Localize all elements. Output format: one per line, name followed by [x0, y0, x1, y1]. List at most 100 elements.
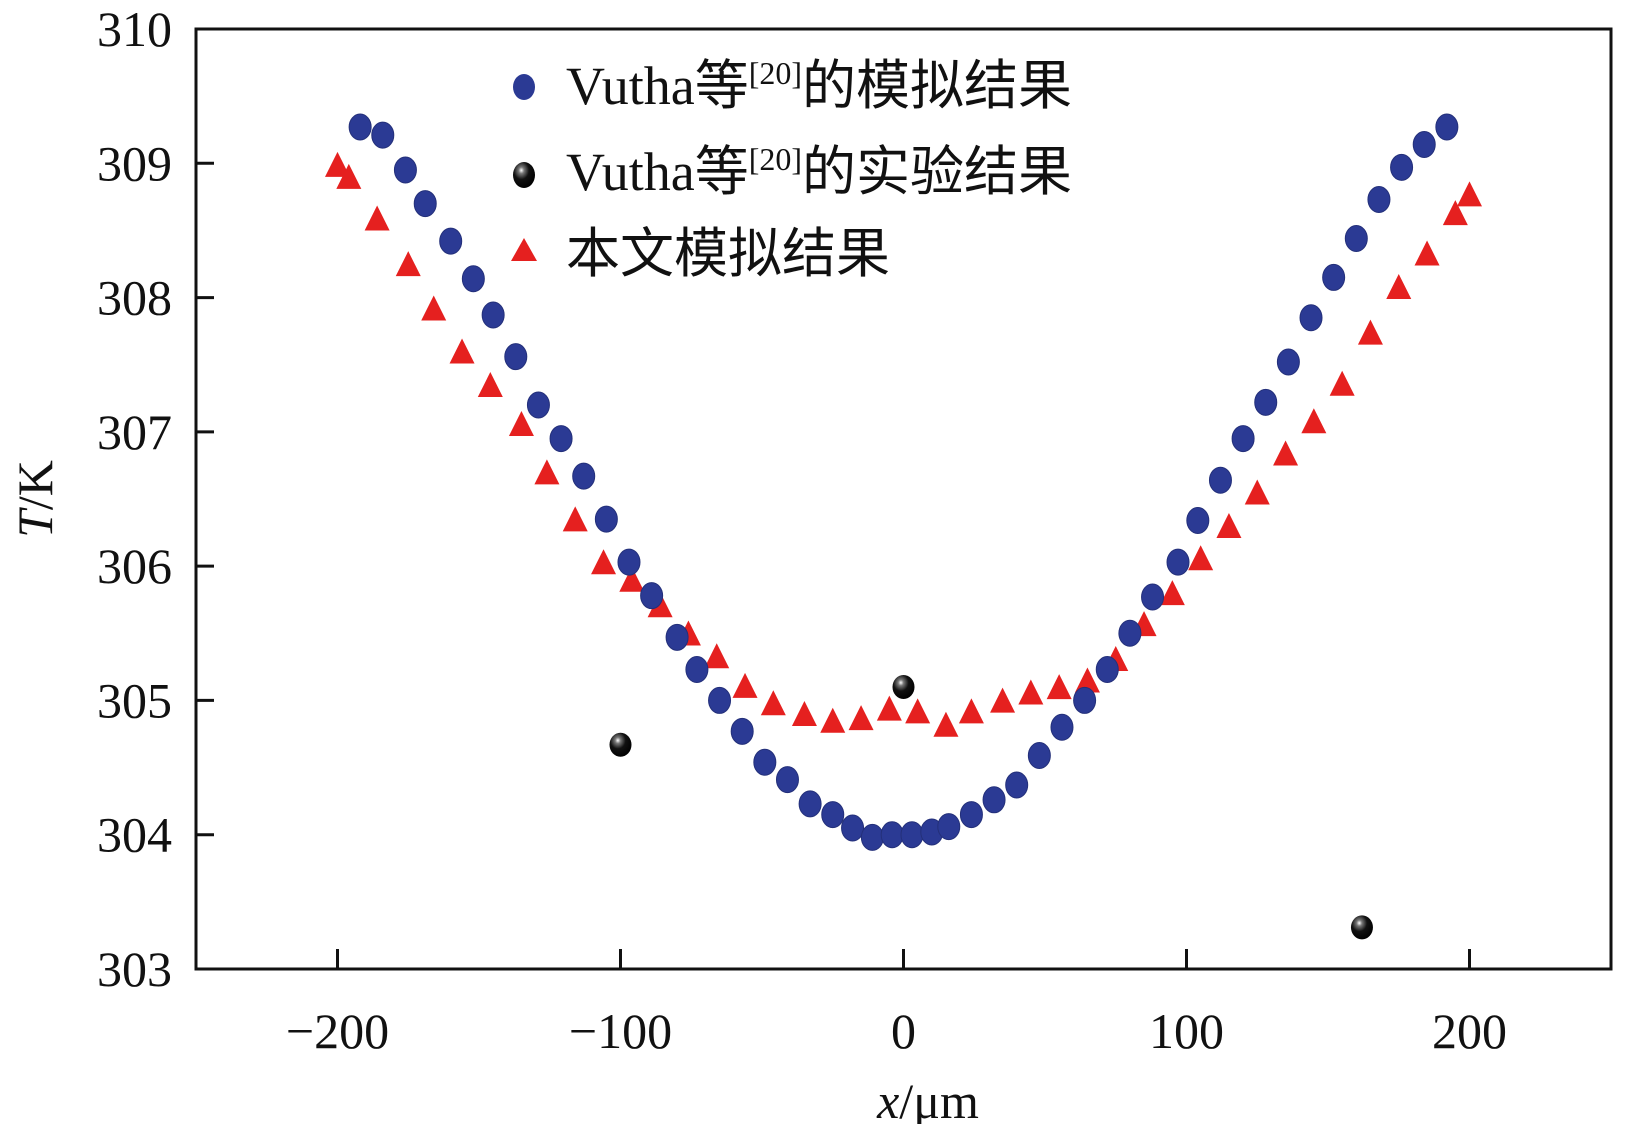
- data-point-circle: [1166, 548, 1190, 576]
- data-point-circle: [775, 766, 799, 794]
- data-point-circle: [617, 548, 641, 576]
- data-point-triangle: [1386, 274, 1412, 300]
- y-tick-label: 304: [97, 807, 172, 863]
- data-point-triangle: [619, 566, 645, 592]
- legend-marker-blue-circle: [513, 74, 535, 100]
- legend: Vutha等[20]的模拟结果 Vutha等[20]的实验结果 本文模拟结果: [511, 55, 1072, 284]
- data-point-triangle: [958, 698, 984, 724]
- data-point-triangle: [395, 251, 421, 277]
- legend-marker-red-triangle: [511, 238, 537, 261]
- data-point-triangle: [1414, 240, 1440, 266]
- data-point-triangle: [791, 701, 817, 727]
- y-tick-label: 308: [97, 270, 172, 326]
- data-point-circle: [393, 156, 417, 184]
- data-point-circle: [1322, 263, 1346, 291]
- data-point-circle: [526, 391, 550, 419]
- legend-item-vutha-experiment: Vutha等[20]的实验结果: [513, 141, 1072, 202]
- data-point-circle: [753, 748, 777, 776]
- data-point-circle: [841, 814, 865, 842]
- x-tick-label: 0: [891, 1003, 916, 1059]
- data-point-circle: [708, 686, 732, 714]
- data-point-circle: [1141, 583, 1165, 611]
- y-tick-label: 309: [97, 135, 172, 191]
- data-point-triangle: [591, 549, 617, 575]
- data-point-circle: [880, 821, 904, 849]
- data-point-triangle: [336, 163, 362, 189]
- data-point-triangle: [1018, 679, 1044, 705]
- x-tick-label: 100: [1149, 1003, 1224, 1059]
- data-point-circle: [1299, 304, 1323, 332]
- data-point-triangle: [933, 711, 959, 737]
- legend-label: Vutha等[20]的模拟结果: [566, 55, 1072, 116]
- data-point-triangle: [508, 410, 534, 436]
- y-axis-variable: T: [7, 507, 63, 538]
- data-point-triangle: [562, 506, 588, 532]
- data-point-circle: [594, 505, 618, 533]
- x-tick-label: −100: [569, 1003, 672, 1059]
- data-point-triangle: [449, 338, 475, 364]
- data-point-triangle: [1188, 545, 1214, 571]
- data-point-circle: [1412, 130, 1436, 158]
- data-point-circle: [348, 113, 372, 141]
- data-point-circle: [685, 656, 709, 684]
- data-point-circle: [1390, 153, 1414, 181]
- data-point-triangle: [1442, 200, 1468, 226]
- data-point-triangle: [325, 151, 350, 177]
- plot-area: [325, 113, 1482, 940]
- data-point-circle: [640, 582, 664, 610]
- data-point-circle: [504, 343, 528, 371]
- data-point-circle: [1186, 506, 1210, 534]
- data-point-triangle: [1357, 319, 1383, 345]
- legend-item-this-work-simulation: 本文模拟结果: [511, 224, 890, 284]
- data-point-circle: [821, 801, 845, 829]
- data-point-circle: [937, 813, 961, 841]
- data-point-circle: [439, 227, 463, 255]
- data-point-circle: [1254, 388, 1278, 416]
- data-point-circle: [1118, 619, 1142, 647]
- y-axis-unit: /K: [7, 460, 63, 510]
- data-point-circle: [730, 717, 754, 745]
- data-point-circle: [1208, 466, 1232, 494]
- data-point-triangle: [760, 690, 786, 716]
- data-point-sphere: [892, 675, 915, 699]
- series-triangle: [325, 151, 1482, 737]
- x-tick-label: 200: [1432, 1003, 1507, 1059]
- data-point-triangle: [1159, 580, 1185, 606]
- y-axis-title: T/K: [7, 460, 63, 538]
- legend-label: 本文模拟结果: [566, 224, 890, 284]
- data-point-circle: [798, 790, 822, 818]
- data-point-circle: [1231, 425, 1255, 453]
- data-point-circle: [461, 265, 485, 293]
- y-tick-label: 307: [97, 404, 172, 460]
- data-point-circle: [1005, 771, 1029, 799]
- data-point-circle: [1344, 224, 1368, 252]
- data-point-triangle: [534, 459, 560, 485]
- data-point-sphere: [609, 732, 632, 757]
- data-point-circle: [413, 190, 437, 218]
- data-point-circle: [1050, 713, 1074, 741]
- data-point-circle: [1367, 186, 1391, 214]
- x-axis-title: x/μm: [876, 1073, 979, 1124]
- data-point-circle: [860, 823, 884, 851]
- data-point-circle: [1073, 686, 1097, 714]
- data-point-triangle: [732, 672, 758, 698]
- data-point-sphere: [1350, 915, 1373, 940]
- data-point-circle: [371, 121, 395, 149]
- data-point-triangle: [876, 695, 902, 721]
- data-point-triangle: [905, 698, 931, 724]
- series-sphere: [609, 675, 1373, 940]
- data-point-triangle: [421, 295, 447, 321]
- x-axis-variable: x: [876, 1073, 899, 1124]
- data-point-circle: [549, 425, 573, 453]
- data-point-circle: [1095, 656, 1119, 684]
- y-tick-label: 305: [97, 672, 172, 728]
- legend-label: Vutha等[20]的实验结果: [566, 141, 1072, 202]
- data-point-triangle: [1329, 370, 1355, 396]
- x-tick-label: −200: [286, 1003, 389, 1059]
- y-axis: 303 304 305 306 307 308 309 310: [97, 1, 214, 997]
- data-point-circle: [982, 786, 1006, 814]
- y-tick-label: 310: [97, 1, 172, 57]
- y-tick-label: 303: [97, 941, 172, 997]
- y-tick-label: 306: [97, 538, 172, 594]
